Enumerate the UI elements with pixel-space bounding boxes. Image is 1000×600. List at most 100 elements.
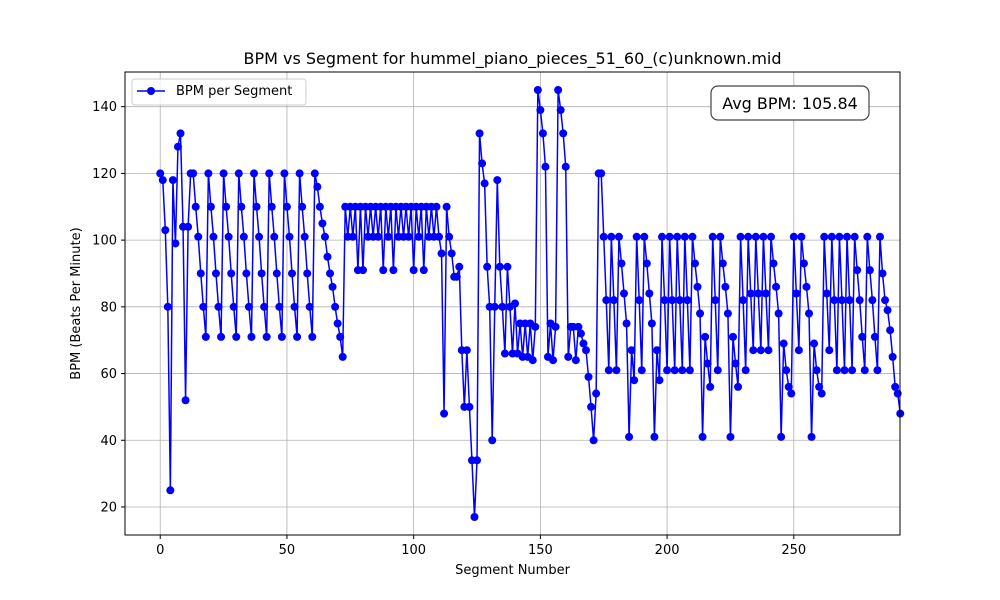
data-point — [495, 262, 504, 271]
data-point — [473, 456, 482, 465]
data-point — [680, 232, 689, 241]
data-point — [490, 302, 499, 311]
data-point — [262, 332, 271, 341]
data-point — [298, 202, 307, 211]
data-point — [650, 432, 659, 441]
data-point — [556, 106, 565, 115]
data-point — [275, 302, 284, 311]
legend-point-marker — [147, 87, 155, 95]
y-axis-ticks: 20 40 60 80 100 120 140 — [92, 100, 125, 515]
data-point — [696, 309, 705, 318]
data-point — [313, 182, 322, 191]
data-point — [574, 322, 583, 331]
data-point — [445, 232, 454, 241]
plot-area — [156, 86, 905, 521]
data-point — [440, 409, 449, 418]
data-point — [579, 339, 588, 348]
data-point — [718, 259, 727, 268]
data-point — [873, 366, 882, 375]
data-point — [559, 129, 568, 138]
data-point — [886, 326, 895, 335]
data-point — [488, 436, 497, 445]
data-point — [812, 366, 821, 375]
data-point — [609, 296, 618, 305]
data-point — [642, 259, 651, 268]
data-point — [293, 332, 302, 341]
data-point — [647, 319, 656, 328]
data-point — [358, 266, 367, 275]
data-point — [731, 359, 740, 368]
data-point — [260, 302, 269, 311]
data-point — [858, 332, 867, 341]
x-axis-ticks: 0 50 100 150 200 250 — [156, 535, 806, 558]
y-tick-label: 40 — [100, 434, 117, 449]
x-axis-label: Segment Number — [455, 563, 571, 578]
data-point — [419, 266, 428, 275]
data-point — [655, 376, 664, 385]
data-point — [736, 232, 745, 241]
data-point — [652, 346, 661, 355]
data-point — [749, 346, 758, 355]
data-point — [637, 366, 646, 375]
x-tick-label: 250 — [781, 543, 806, 558]
data-point — [204, 169, 213, 178]
data-point — [739, 296, 748, 305]
y-tick-label: 120 — [92, 167, 117, 182]
data-point — [860, 366, 869, 375]
data-point — [318, 219, 327, 228]
data-point — [635, 296, 644, 305]
data-point — [270, 232, 279, 241]
data-point — [891, 382, 900, 391]
y-tick-label: 140 — [92, 100, 117, 115]
data-point — [265, 169, 274, 178]
data-point — [227, 269, 236, 278]
data-point — [336, 332, 345, 341]
data-point — [764, 346, 773, 355]
data-point — [288, 269, 297, 278]
data-point — [703, 359, 712, 368]
data-point — [303, 269, 312, 278]
data-point — [171, 239, 180, 248]
data-point — [166, 486, 175, 495]
data-point — [462, 346, 471, 355]
data-point — [815, 382, 824, 391]
data-point — [161, 226, 170, 235]
data-point — [868, 296, 877, 305]
data-point — [295, 169, 304, 178]
data-point — [734, 382, 743, 391]
data-point — [480, 179, 489, 188]
data-point — [328, 282, 337, 291]
data-point — [604, 366, 613, 375]
data-point — [184, 222, 193, 231]
data-point — [848, 366, 857, 375]
data-point — [257, 269, 266, 278]
data-point — [830, 296, 839, 305]
data-point — [176, 129, 185, 138]
data-point — [614, 232, 623, 241]
data-point — [374, 232, 383, 241]
data-point — [194, 232, 203, 241]
data-point — [769, 259, 778, 268]
x-tick-label: 200 — [655, 543, 680, 558]
data-point — [199, 302, 208, 311]
data-point — [285, 232, 294, 241]
data-point — [797, 232, 806, 241]
data-point — [863, 232, 872, 241]
data-point — [531, 322, 540, 331]
data-point — [723, 309, 732, 318]
data-point — [784, 382, 793, 391]
data-point — [435, 232, 443, 241]
data-point — [201, 332, 210, 341]
data-point — [503, 262, 512, 271]
avg-bpm-annotation: Avg BPM: 105.84 — [722, 94, 858, 113]
data-point — [881, 296, 890, 305]
data-point — [587, 402, 596, 411]
data-point — [741, 366, 750, 375]
data-point — [602, 296, 611, 305]
x-tick-label: 50 — [279, 543, 296, 558]
data-point — [536, 106, 545, 115]
data-point — [843, 232, 852, 241]
data-point — [787, 389, 796, 398]
data-point — [708, 232, 717, 241]
